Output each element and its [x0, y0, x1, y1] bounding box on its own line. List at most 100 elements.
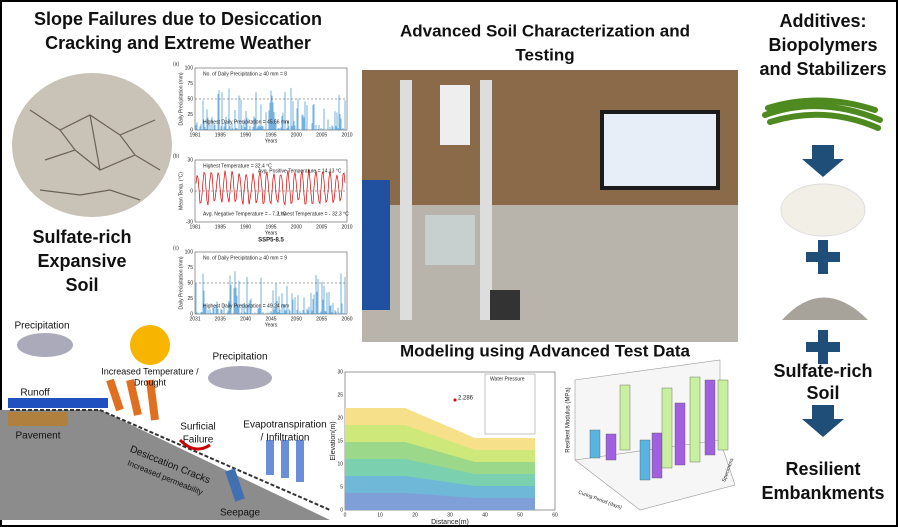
x-tick-label: 1985 — [215, 224, 226, 230]
y-tick-label: 75 — [187, 265, 193, 271]
x-tick-label: 50 — [517, 512, 523, 518]
y-tick-label: 5 — [340, 484, 343, 490]
y-tick-label: 25 — [187, 296, 193, 302]
x-tick-label: 2031 — [189, 316, 200, 322]
right-title: Additives: — [779, 11, 866, 31]
y-tick-label: 50 — [187, 96, 193, 102]
right-title: and Stabilizers — [759, 59, 886, 79]
y-tick-label: 30 — [187, 157, 193, 163]
x-axis-label: Years — [265, 230, 278, 236]
annotation: Avg. Negative Temperature = - 7.2 °C — [203, 211, 286, 217]
left-title: Cracking and Extreme Weather — [45, 33, 311, 53]
panel-label: (c) — [173, 245, 179, 251]
y-tick-label: 25 — [187, 112, 193, 118]
bar-3d — [675, 403, 685, 465]
annotation: Lowest Temperature = - 32.3 °C — [278, 211, 349, 217]
label: Runoff — [20, 388, 50, 399]
left-title: Slope Failures due to Desiccation — [34, 9, 322, 29]
right-title: Biopolymers — [768, 35, 877, 55]
bar-3d — [690, 377, 700, 462]
x-tick-label: 2010 — [341, 224, 352, 230]
x-tick-label: 20 — [412, 512, 418, 518]
x-tick-label: 2000 — [291, 132, 302, 138]
y-tick-label: 10 — [337, 461, 343, 467]
label: Failure — [183, 435, 214, 446]
y-axis-label: Mean Temp. (°C) — [178, 172, 184, 210]
y-axis-label: Resilient Modulus (MPa) — [566, 387, 572, 452]
factor-label: 2.286 — [458, 396, 474, 402]
bar-3d — [620, 385, 630, 450]
label: / Infiltration — [261, 433, 310, 444]
annotation: Highest Daily Precipitation = 45.66 mm — [203, 119, 289, 125]
y-tick-label: 30 — [337, 369, 343, 375]
annotation: Highest Daily Precipitation = 49.24 mm — [203, 303, 289, 309]
x-tick-label: 2005 — [316, 224, 327, 230]
right-label: Embankments — [761, 483, 884, 503]
label: Precipitation — [14, 321, 69, 332]
y-tick-label: 0 — [190, 188, 193, 194]
x-tick-label: 0 — [344, 512, 347, 518]
x-tick-label: 1981 — [189, 224, 200, 230]
x-tick-label: 2055 — [316, 316, 327, 322]
x-axis-label: Years — [265, 138, 278, 144]
bar-3d — [640, 440, 650, 480]
bar-3d — [662, 388, 672, 468]
y-axis-label: Daily Precipitation (mm) — [178, 72, 184, 125]
y-tick-label: 0 — [340, 507, 343, 513]
soil-label: Soil — [65, 275, 98, 295]
label: Increased Temperature / — [101, 366, 199, 376]
x-axis-label: Years — [265, 322, 278, 328]
y-tick-label: 25 — [337, 392, 343, 398]
label: Seepage — [220, 508, 260, 519]
soil-label: Expansive — [37, 251, 126, 271]
annotation: No. of Daily Precipitation ≥ 40 mm = 9 — [203, 255, 287, 261]
x-tick-label: 2000 — [291, 224, 302, 230]
annotation: No. of Daily Precipitation ≥ 40 mm = 8 — [203, 71, 287, 77]
annotation: Avg. Positive Temperature = 14.13 °C — [258, 168, 342, 174]
x-tick-label: 2010 — [341, 132, 352, 138]
legend-box — [485, 374, 535, 434]
x-tick-label: 1981 — [189, 132, 200, 138]
label: Surficial — [180, 422, 216, 433]
x-tick-label: 2040 — [240, 316, 251, 322]
x-axis-label: Distance(m) — [431, 519, 469, 526]
x-tick-label: 1985 — [215, 132, 226, 138]
chart-subtitle: SSP5-8.5 — [258, 238, 284, 244]
y-axis-label: Elevation(m) — [330, 421, 337, 460]
slip-center — [454, 399, 457, 402]
x-tick-label: 60 — [552, 512, 558, 518]
x-tick-label: 10 — [377, 512, 383, 518]
modeling-title: Modeling using Advanced Test Data — [400, 341, 691, 360]
x-tick-label: 2060 — [341, 316, 352, 322]
y-tick-label: 100 — [185, 249, 194, 255]
right-label: Soil — [806, 383, 839, 403]
bar-3d — [590, 430, 600, 458]
y-tick-label: 100 — [185, 65, 194, 71]
center-title: Advanced Soil Characterization and — [400, 21, 690, 40]
y-tick-label: 20 — [337, 415, 343, 421]
legend-title: Water Pressure — [490, 376, 525, 382]
y-tick-label: 15 — [337, 438, 343, 444]
right-label: Resilient — [785, 459, 860, 479]
y-tick-label: 50 — [187, 280, 193, 286]
label: Drought — [134, 377, 167, 387]
soil-label: Sulfate-rich — [32, 227, 131, 247]
label: Precipitation — [212, 352, 267, 363]
y-axis-label: Daily Precipitation (mm) — [178, 256, 184, 309]
x-tick-label: 2005 — [316, 132, 327, 138]
lab-photo — [362, 70, 738, 342]
bar-3d — [652, 433, 662, 478]
panel-label: (a) — [173, 61, 179, 67]
x-tick-label: 1990 — [240, 132, 251, 138]
graphical-abstract: Slope Failures due to Desiccation Cracki… — [0, 0, 898, 527]
label: Evapotranspiration — [243, 420, 326, 431]
x-tick-label: 30 — [447, 512, 453, 518]
soil-image — [12, 73, 172, 217]
bar-3d — [606, 434, 616, 460]
right-label: Sulfate-rich — [773, 361, 872, 381]
y-tick-label: 75 — [187, 81, 193, 87]
bar-3d — [718, 380, 728, 450]
x-tick-label: 2035 — [215, 316, 226, 322]
